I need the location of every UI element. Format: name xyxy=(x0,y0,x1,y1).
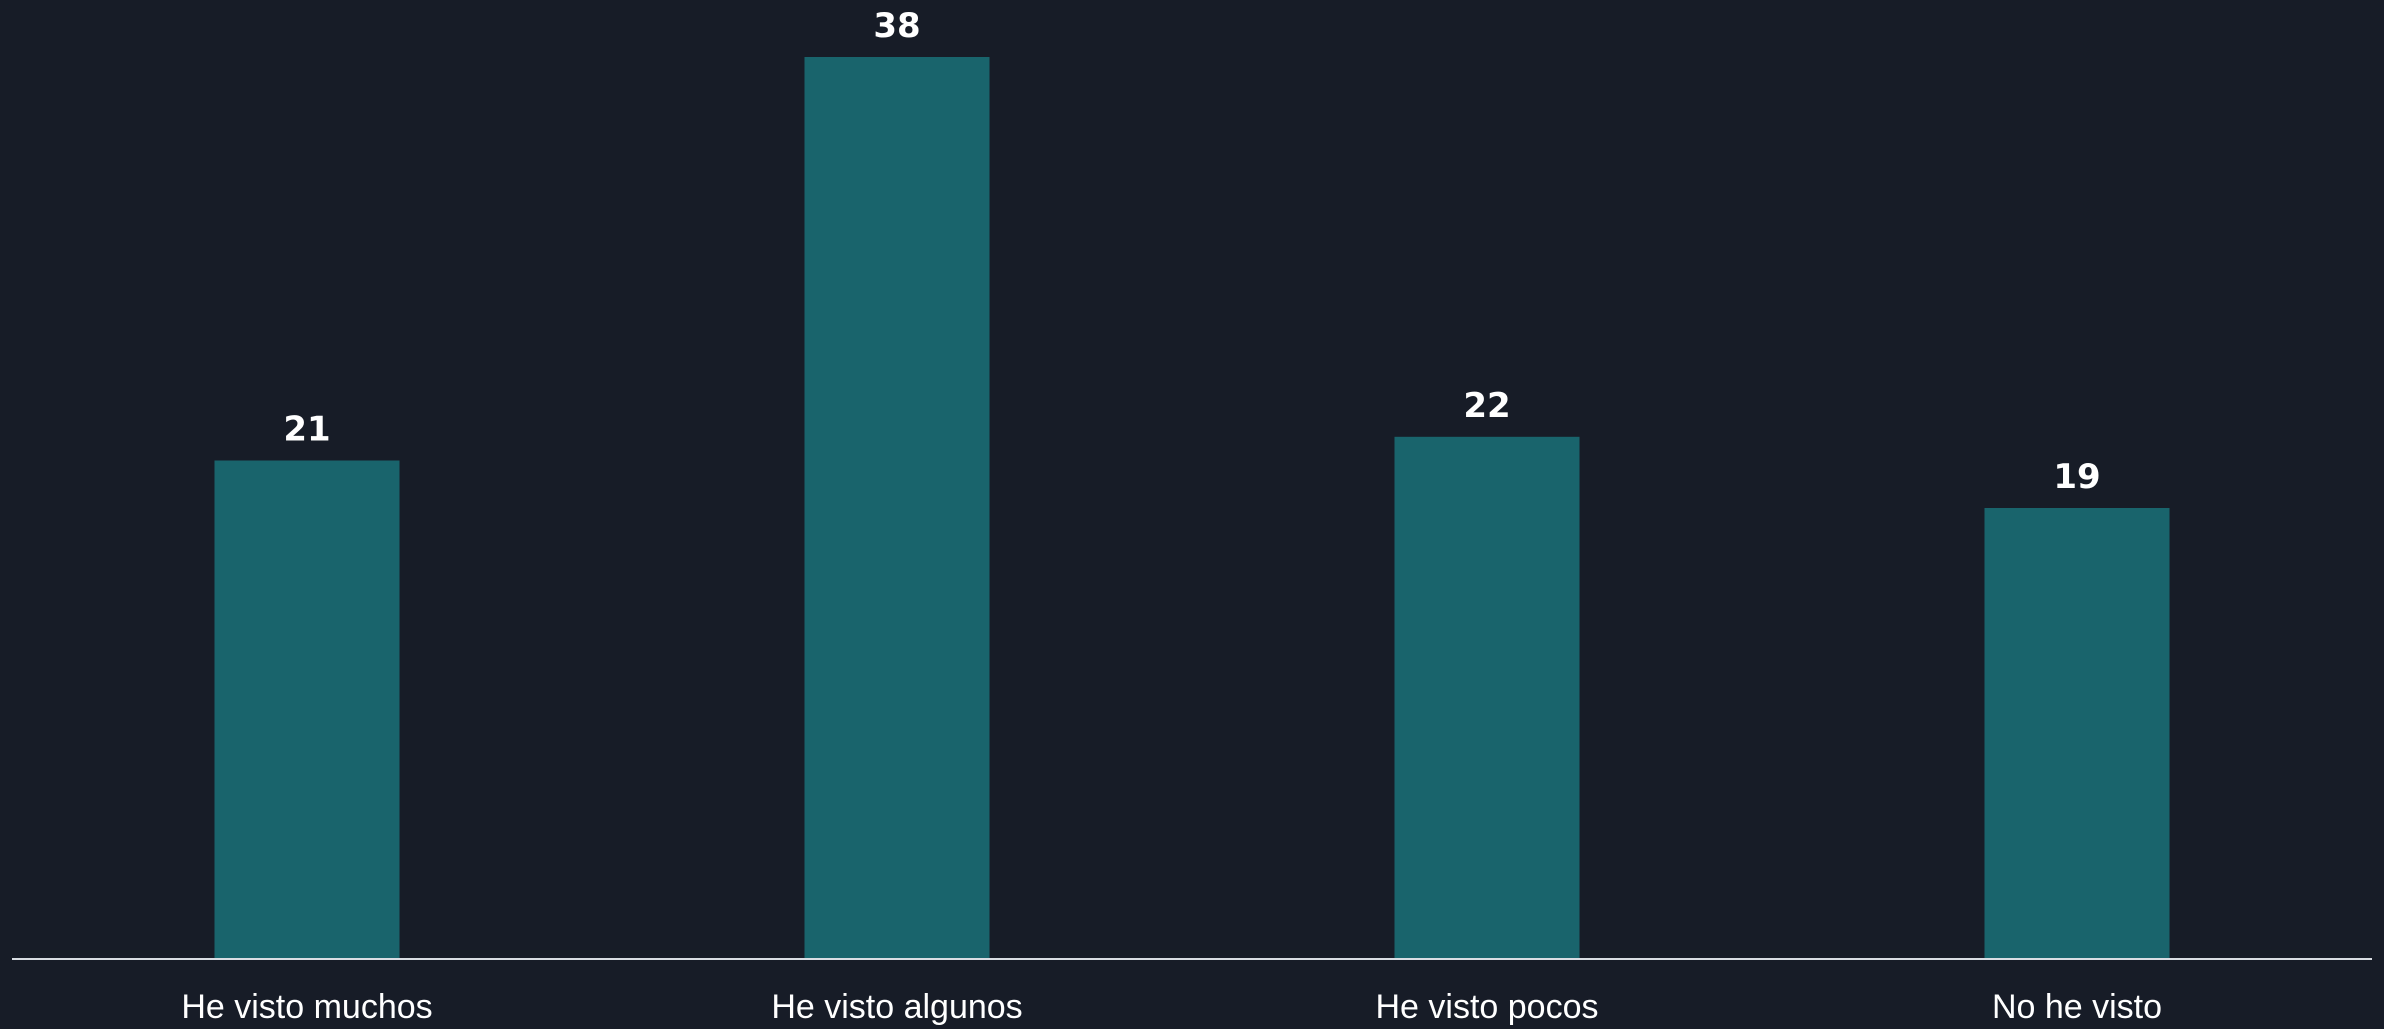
category-label: He visto algunos xyxy=(771,988,1022,1026)
bar xyxy=(214,460,400,959)
bar-value-label: 19 xyxy=(2053,457,2100,497)
bar-value-label: 22 xyxy=(1463,386,1510,426)
bar-value-label: 21 xyxy=(283,410,330,450)
category-labels-group: He visto muchos He visto algunos He visto … xyxy=(181,988,2162,1026)
category-label: He visto muchos xyxy=(181,988,432,1026)
bar xyxy=(1984,508,2170,959)
bar xyxy=(804,57,990,959)
bar-value-label: 38 xyxy=(873,6,920,46)
category-label: No he visto xyxy=(1992,988,2162,1026)
bars-group xyxy=(214,57,2170,959)
category-label: He visto pocos xyxy=(1376,988,1599,1026)
value-labels-group: 21 38 22 19 xyxy=(283,6,2100,497)
bar xyxy=(1394,436,1580,959)
